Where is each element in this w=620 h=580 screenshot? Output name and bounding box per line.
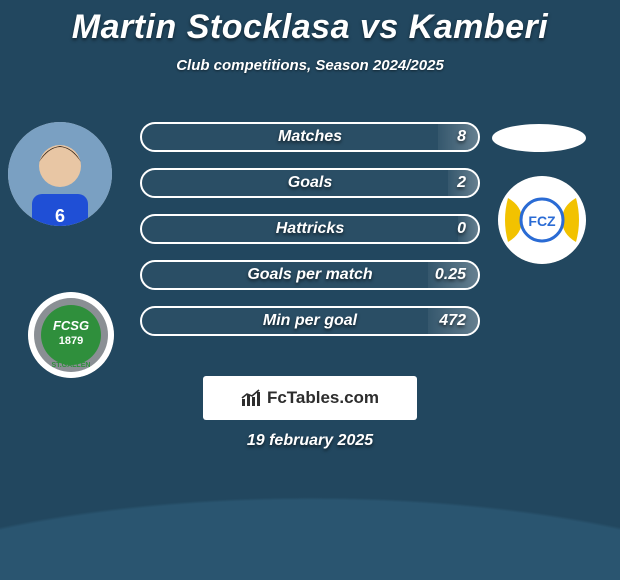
player-right-club-badge: FCZ — [498, 176, 586, 264]
stat-value-right: 8 — [457, 124, 466, 150]
stat-row: Goals2 — [140, 168, 480, 198]
club-left-svg: FCSG 1879 ST.GALLEN — [28, 292, 114, 378]
content-root: Martin Stocklasa vs Kamberi Club competi… — [0, 0, 620, 74]
svg-text:1879: 1879 — [59, 335, 83, 347]
stat-label: Matches — [142, 124, 478, 150]
player-left-club-badge: FCSG 1879 ST.GALLEN — [28, 292, 114, 378]
stats-container: Matches8Goals2Hattricks0Goals per match0… — [140, 122, 480, 352]
page-subtitle: Club competitions, Season 2024/2025 — [0, 57, 620, 74]
stat-label: Goals — [142, 170, 478, 196]
chart-icon — [241, 389, 261, 407]
page-title: Martin Stocklasa vs Kamberi — [0, 0, 620, 47]
stat-value-right: 0 — [457, 216, 466, 242]
footer-brand-badge: FcTables.com — [203, 376, 417, 420]
player-left-avatar: 6 — [8, 122, 112, 226]
stat-row: Min per goal472 — [140, 306, 480, 336]
stat-label: Hattricks — [142, 216, 478, 242]
stat-value-right: 472 — [439, 308, 466, 334]
stat-row: Matches8 — [140, 122, 480, 152]
svg-text:ST.GALLEN: ST.GALLEN — [52, 362, 91, 369]
svg-text:FCZ: FCZ — [528, 213, 556, 229]
footer-date: 19 february 2025 — [0, 432, 620, 450]
player-right-avatar — [492, 124, 586, 152]
svg-text:6: 6 — [55, 206, 65, 226]
stat-value-right: 2 — [457, 170, 466, 196]
stat-value-right: 0.25 — [435, 262, 466, 288]
stat-label: Min per goal — [142, 308, 478, 334]
svg-text:FCSG: FCSG — [53, 318, 89, 333]
club-right-svg: FCZ — [498, 176, 586, 264]
player-left-avatar-svg: 6 — [8, 122, 112, 226]
stat-row: Hattricks0 — [140, 214, 480, 244]
stat-row: Goals per match0.25 — [140, 260, 480, 290]
stat-label: Goals per match — [142, 262, 478, 288]
footer-brand-text: FcTables.com — [267, 388, 379, 408]
